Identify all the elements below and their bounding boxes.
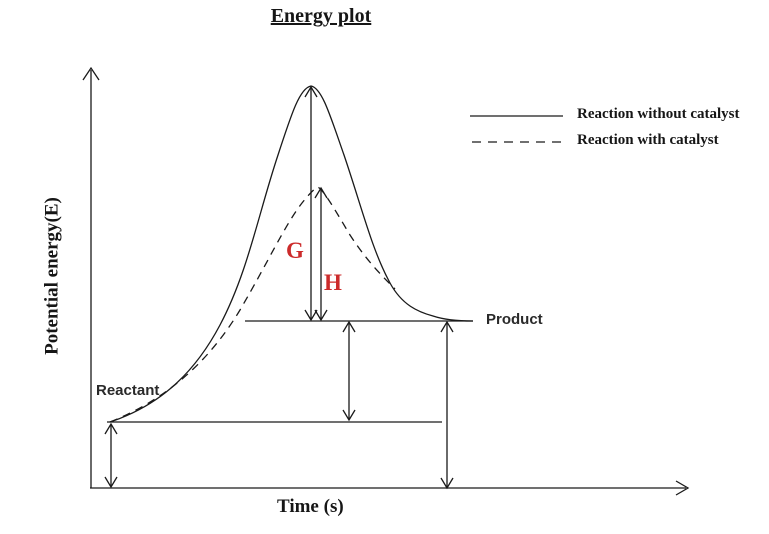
reactant-height-arrowhead-down-icon	[104, 476, 118, 489]
gap-h-arrowhead-up-icon	[314, 186, 328, 199]
curve-without-catalyst	[109, 85, 474, 423]
product-height-arrowhead-up-icon	[440, 320, 454, 333]
reaction-energy-arrowhead-up-icon	[342, 320, 356, 333]
y-axis-arrowhead-icon	[82, 66, 100, 81]
gap-letter-g: G	[286, 238, 304, 263]
product-label: Product	[486, 311, 543, 328]
gap-g-arrowhead-down-icon	[304, 309, 318, 322]
gap-g-arrowhead-up-icon	[304, 85, 318, 98]
legend-item-with-catalyst: Reaction with catalyst	[577, 132, 719, 148]
reactant-label: Reactant	[96, 382, 160, 399]
curve-with-catalyst	[109, 186, 396, 423]
reaction-energy-arrowhead-down-icon	[342, 409, 356, 422]
y-axis-label: Potential energy(E)	[41, 197, 63, 355]
chart-title: Energy plot	[270, 5, 372, 27]
gap-letter-h: H	[324, 270, 342, 295]
legend-item-without-catalyst: Reaction without catalyst	[577, 106, 740, 122]
x-axis-label: Time (s)	[277, 496, 344, 517]
gap-h-arrowhead-down-icon	[314, 309, 328, 322]
x-axis-arrowhead-icon	[675, 480, 690, 496]
product-height-arrowhead-down-icon	[440, 477, 454, 490]
reactant-height-arrowhead-up-icon	[104, 422, 118, 435]
